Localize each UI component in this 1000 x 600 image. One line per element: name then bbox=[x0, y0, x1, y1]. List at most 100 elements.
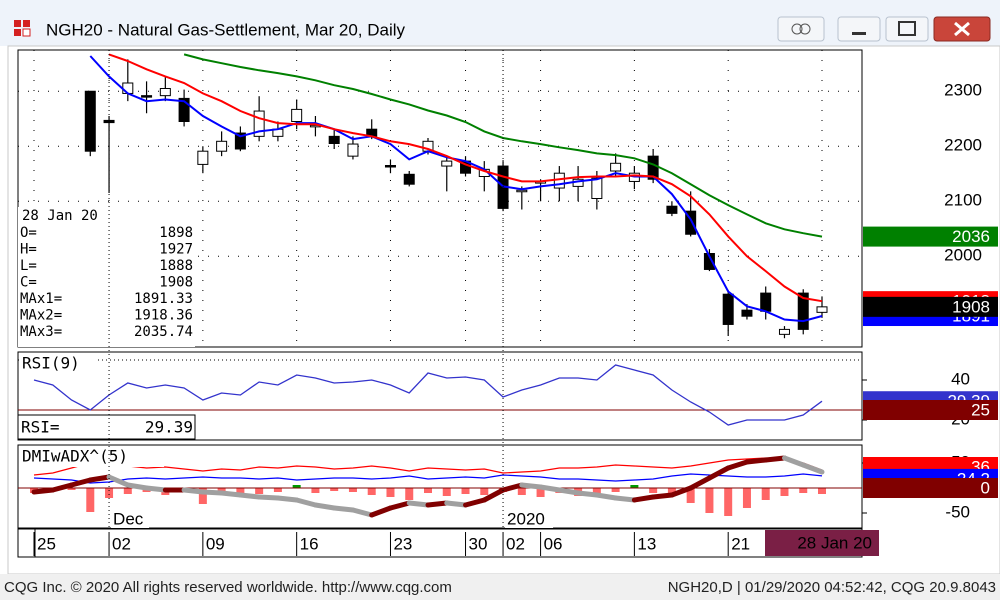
adx-segment bbox=[575, 490, 600, 498]
candle-body bbox=[197, 150, 209, 165]
cursor-date: 28 Jan 20 bbox=[797, 533, 872, 552]
candle-body bbox=[516, 189, 528, 193]
histogram-bar bbox=[818, 488, 826, 494]
close-button[interactable] bbox=[933, 16, 991, 42]
month-label-bg bbox=[111, 511, 150, 528]
data-window-label: MAx1= bbox=[20, 291, 62, 307]
histogram-bar bbox=[311, 488, 320, 493]
adx-segment bbox=[181, 487, 206, 495]
histogram-bar bbox=[705, 488, 714, 513]
value-box-value: 29.39 bbox=[145, 418, 193, 437]
adx-segment bbox=[481, 487, 506, 503]
axis-corner bbox=[17, 528, 36, 558]
adx-segment bbox=[200, 489, 225, 496]
title-bar bbox=[0, 0, 1000, 46]
link-button[interactable] bbox=[777, 16, 825, 42]
app-icon bbox=[14, 20, 31, 37]
x-tick-label: 13 bbox=[637, 534, 656, 553]
x-tick-label: 02 bbox=[506, 534, 525, 553]
candle-body bbox=[384, 165, 396, 168]
histogram-bar bbox=[105, 488, 114, 498]
data-window-label: O= bbox=[20, 225, 37, 241]
candle-body bbox=[610, 162, 622, 172]
adx-segment bbox=[613, 495, 637, 503]
y-tick-label: 2300 bbox=[944, 81, 982, 100]
status-info: NGH20,D | 01/29/2020 04:52:42, CQG 20.9.… bbox=[668, 579, 996, 596]
adx-segment bbox=[237, 492, 262, 500]
candle-body bbox=[666, 205, 678, 214]
data-window-value: 1891.33 bbox=[134, 291, 193, 307]
month-label: Dec bbox=[113, 509, 144, 528]
histogram-bar bbox=[461, 488, 470, 494]
histogram-bar bbox=[667, 488, 676, 495]
copyright: CQG Inc. © 2020 All rights reserved worl… bbox=[4, 579, 452, 596]
candle-body bbox=[159, 88, 171, 97]
status-bar bbox=[0, 574, 1000, 600]
histogram-bar bbox=[67, 488, 76, 490]
adx-segment bbox=[387, 500, 412, 511]
candle-body bbox=[797, 292, 809, 330]
panel-title-bg bbox=[19, 447, 164, 467]
y-tick-label: 40 bbox=[951, 369, 970, 388]
candle-body bbox=[778, 328, 790, 335]
panel-title: DMIwADX^(5) bbox=[22, 447, 128, 466]
adx-segment bbox=[425, 500, 450, 508]
close-badge: 1908 bbox=[952, 297, 990, 316]
data-window-value: 1908 bbox=[159, 275, 193, 291]
histogram-bar bbox=[367, 488, 376, 495]
data-window-value: 1918.36 bbox=[134, 308, 193, 324]
adx-segment bbox=[312, 502, 337, 511]
adx-segment bbox=[219, 490, 243, 498]
level-badge: 0 bbox=[981, 478, 990, 497]
maximize-button[interactable] bbox=[885, 16, 929, 42]
adx-segment bbox=[763, 455, 787, 463]
adx-segment bbox=[331, 505, 356, 513]
data-window bbox=[18, 207, 195, 347]
adx-segment bbox=[256, 494, 281, 501]
rsi-line bbox=[33, 364, 823, 426]
x-tick-label: 02 bbox=[112, 534, 131, 553]
adx-segment bbox=[744, 457, 769, 465]
histogram-bar bbox=[649, 488, 658, 493]
histogram-bar bbox=[517, 488, 526, 495]
adx-segment bbox=[144, 485, 168, 493]
adx-segment bbox=[463, 497, 487, 508]
candle-body bbox=[722, 293, 734, 325]
candle-body bbox=[234, 132, 246, 150]
x-tick-label: 23 bbox=[393, 534, 412, 553]
candle-body bbox=[685, 210, 697, 235]
candle-body bbox=[253, 110, 265, 137]
adx-segment bbox=[519, 482, 544, 490]
histogram-bar bbox=[724, 488, 733, 516]
candle-body bbox=[703, 253, 715, 270]
histogram-bar bbox=[780, 488, 789, 496]
adx-segment bbox=[500, 482, 525, 493]
y-tick-label: 2100 bbox=[944, 191, 982, 210]
adx-segment bbox=[650, 492, 675, 500]
histogram-bar bbox=[405, 488, 414, 500]
level-badge-bg bbox=[863, 478, 998, 498]
adx-segment bbox=[31, 487, 56, 495]
candle-body bbox=[328, 135, 340, 145]
adx-segment bbox=[350, 507, 375, 518]
minimize-button[interactable] bbox=[837, 16, 881, 42]
value-box-label: RSI= bbox=[21, 418, 60, 437]
histogram-bar bbox=[236, 488, 245, 495]
histogram-bar bbox=[255, 488, 264, 494]
candle-body bbox=[141, 95, 153, 98]
histogram-bar bbox=[386, 488, 395, 497]
candle-body bbox=[441, 160, 453, 167]
adx-segment bbox=[781, 455, 806, 468]
x-tick-label: 30 bbox=[469, 534, 488, 553]
data-window-label: MAx3= bbox=[20, 324, 62, 340]
histogram-bar bbox=[630, 485, 639, 488]
histogram-bar bbox=[292, 485, 301, 488]
histogram-bar bbox=[761, 488, 770, 500]
adx-segment bbox=[538, 484, 562, 493]
data-window-value: 1898 bbox=[159, 225, 193, 241]
candle-body bbox=[760, 292, 772, 312]
histogram-bar bbox=[424, 488, 432, 493]
candle-body bbox=[216, 140, 228, 152]
x-tick-label: 16 bbox=[300, 534, 319, 553]
